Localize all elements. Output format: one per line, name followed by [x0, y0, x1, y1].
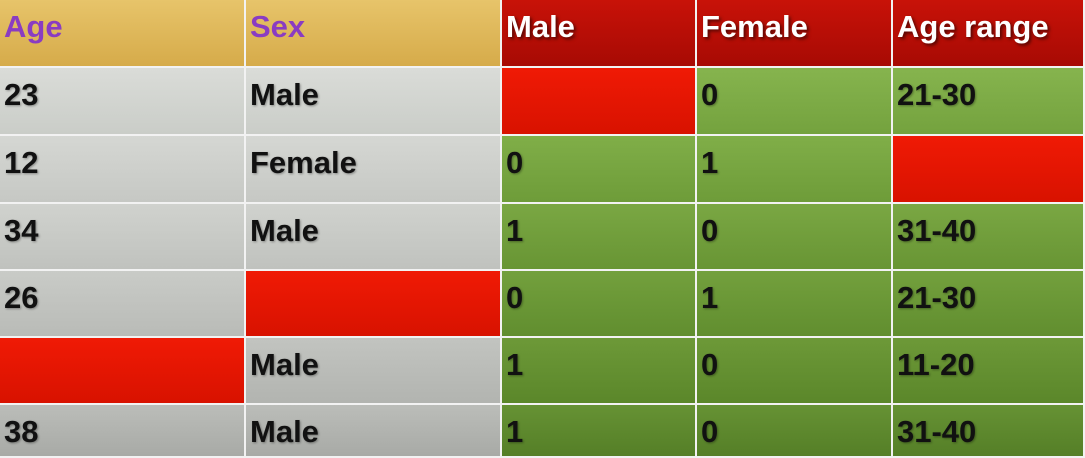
- cell-female: 1: [697, 271, 893, 338]
- cell-age-missing: [0, 338, 246, 405]
- cell-age-range-missing: [893, 136, 1085, 204]
- header-sex: Sex: [246, 0, 502, 68]
- header-female: Female: [697, 0, 893, 68]
- cell-age-range: 31-40: [893, 204, 1085, 271]
- cell-female: 1: [697, 136, 893, 204]
- cell-age-range: 21-30: [893, 271, 1085, 338]
- cell-age: 23: [0, 68, 246, 136]
- cell-male: 1: [502, 405, 697, 458]
- cell-female: 0: [697, 338, 893, 405]
- header-age-range: Age range: [893, 0, 1085, 68]
- cell-sex: Female: [246, 136, 502, 204]
- cell-age: 12: [0, 136, 246, 204]
- cell-age-range: 11-20: [893, 338, 1085, 405]
- cell-age: 38: [0, 405, 246, 458]
- header-male: Male: [502, 0, 697, 68]
- cell-age: 34: [0, 204, 246, 271]
- cell-female: 0: [697, 204, 893, 271]
- cell-male: 0: [502, 136, 697, 204]
- cell-male: 0: [502, 271, 697, 338]
- cell-female: 0: [697, 405, 893, 458]
- cell-sex: Male: [246, 68, 502, 136]
- header-age: Age: [0, 0, 246, 68]
- cell-sex-missing: [246, 271, 502, 338]
- cell-male: 1: [502, 204, 697, 271]
- cell-sex: Male: [246, 405, 502, 458]
- cell-age-range: 31-40: [893, 405, 1085, 458]
- cell-sex: Male: [246, 338, 502, 405]
- cell-male: 1: [502, 338, 697, 405]
- cell-age-range: 21-30: [893, 68, 1085, 136]
- cell-female: 0: [697, 68, 893, 136]
- cell-sex: Male: [246, 204, 502, 271]
- cell-age: 26: [0, 271, 246, 338]
- cell-male-missing: [502, 68, 697, 136]
